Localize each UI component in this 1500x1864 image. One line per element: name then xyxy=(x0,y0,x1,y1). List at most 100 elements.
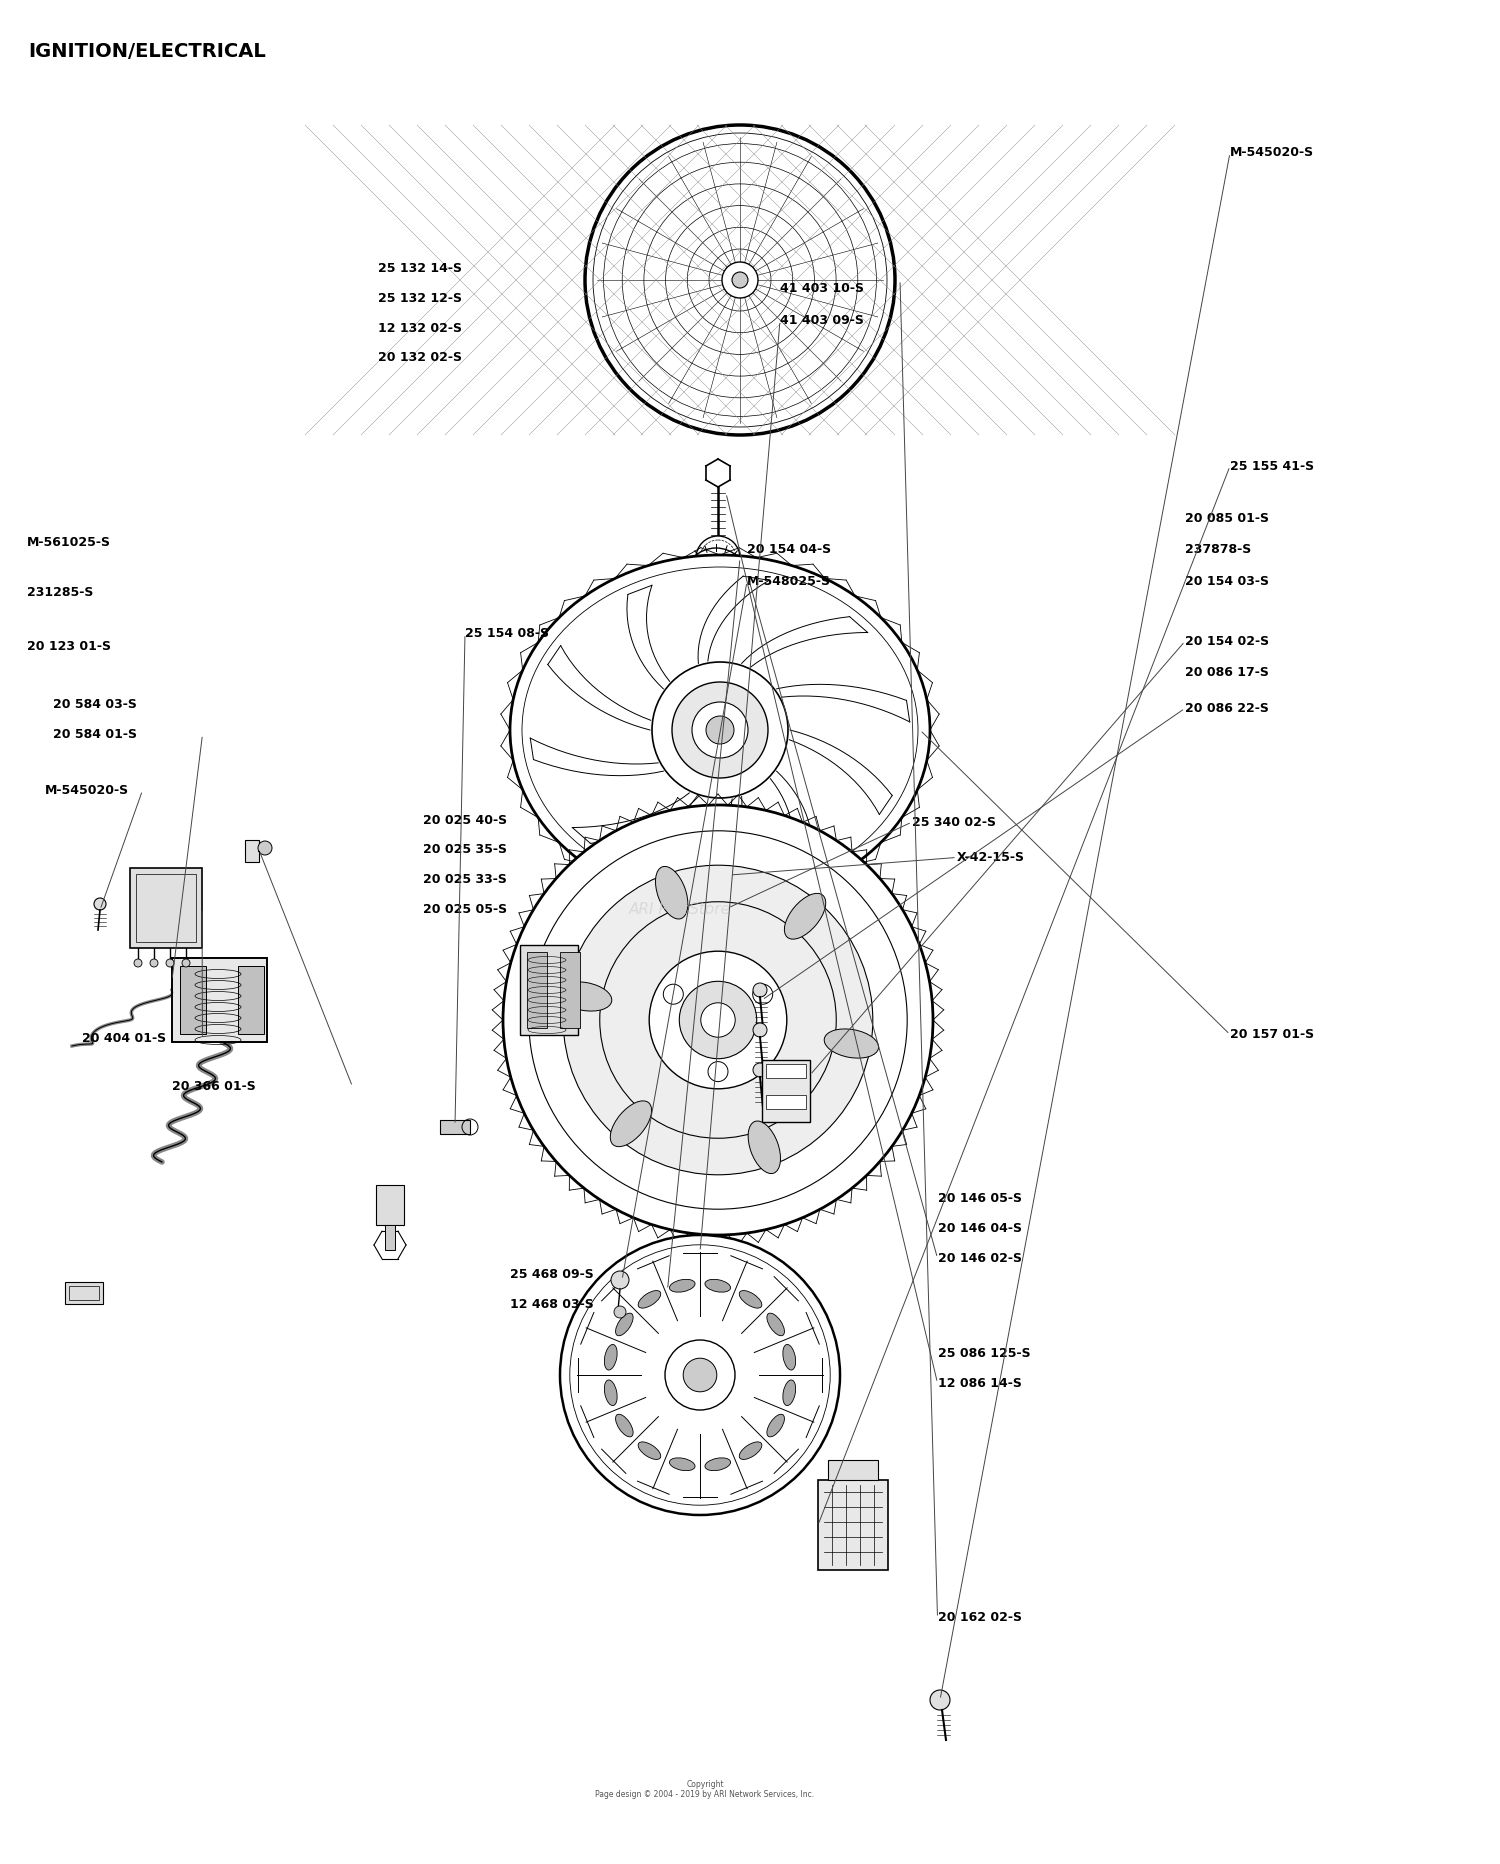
Ellipse shape xyxy=(615,1312,633,1336)
Text: 20 146 05-S: 20 146 05-S xyxy=(938,1193,1022,1204)
Bar xyxy=(172,958,267,1042)
Text: Copyright
Page design © 2004 - 2019 by ARI Network Services, Inc.: Copyright Page design © 2004 - 2019 by A… xyxy=(596,1780,814,1799)
Text: 20 162 02-S: 20 162 02-S xyxy=(938,1612,1022,1624)
Text: 20 025 05-S: 20 025 05-S xyxy=(423,904,507,915)
Circle shape xyxy=(503,805,933,1236)
Ellipse shape xyxy=(558,982,612,1010)
Bar xyxy=(526,953,548,1029)
Bar xyxy=(180,966,206,1035)
Circle shape xyxy=(702,567,730,595)
Circle shape xyxy=(258,841,272,856)
Bar xyxy=(130,869,203,949)
Text: 20 086 22-S: 20 086 22-S xyxy=(1185,703,1269,714)
Text: 20 584 01-S: 20 584 01-S xyxy=(53,729,136,740)
Bar xyxy=(766,1064,806,1077)
Text: 20 157 01-S: 20 157 01-S xyxy=(1230,1029,1314,1040)
Text: 25 132 12-S: 25 132 12-S xyxy=(378,293,462,304)
Text: 20 025 33-S: 20 025 33-S xyxy=(423,874,507,885)
Circle shape xyxy=(560,1236,840,1515)
Text: 231285-S: 231285-S xyxy=(27,587,93,598)
Text: 41 403 09-S: 41 403 09-S xyxy=(780,315,864,326)
Circle shape xyxy=(166,958,174,967)
Text: 20 085 01-S: 20 085 01-S xyxy=(1185,513,1269,524)
Ellipse shape xyxy=(766,1312,784,1336)
Bar xyxy=(69,1286,99,1299)
Circle shape xyxy=(692,703,748,759)
Ellipse shape xyxy=(656,867,688,919)
Bar xyxy=(136,874,196,941)
Text: 237878-S: 237878-S xyxy=(1185,544,1251,555)
Text: 12 086 14-S: 12 086 14-S xyxy=(938,1377,1022,1389)
Text: 12 468 03-S: 12 468 03-S xyxy=(510,1299,594,1310)
Text: 20 154 04-S: 20 154 04-S xyxy=(747,544,831,555)
Text: M-548025-S: M-548025-S xyxy=(747,576,831,587)
Ellipse shape xyxy=(638,1290,662,1309)
Bar xyxy=(828,1460,878,1480)
Circle shape xyxy=(182,958,190,967)
Bar xyxy=(520,945,578,1035)
Circle shape xyxy=(585,125,896,434)
Circle shape xyxy=(682,1359,717,1392)
Bar xyxy=(818,1480,888,1569)
Bar xyxy=(440,1120,470,1133)
Circle shape xyxy=(696,537,740,580)
Ellipse shape xyxy=(604,1344,616,1370)
Ellipse shape xyxy=(510,555,930,906)
Ellipse shape xyxy=(638,1443,662,1460)
Circle shape xyxy=(720,865,740,885)
Text: M-545020-S: M-545020-S xyxy=(1230,147,1314,158)
Ellipse shape xyxy=(615,1415,633,1437)
Circle shape xyxy=(753,1062,766,1077)
Circle shape xyxy=(710,550,726,567)
Text: 25 154 08-S: 25 154 08-S xyxy=(465,628,549,639)
Text: 25 132 14-S: 25 132 14-S xyxy=(378,263,462,274)
Ellipse shape xyxy=(705,1279,730,1292)
Circle shape xyxy=(663,984,684,1005)
Circle shape xyxy=(710,572,723,587)
Ellipse shape xyxy=(740,1290,762,1309)
Bar xyxy=(560,953,580,1029)
Circle shape xyxy=(134,958,142,967)
Circle shape xyxy=(722,263,758,298)
Text: X-42-15-S: X-42-15-S xyxy=(957,852,1024,863)
Text: 20 123 01-S: 20 123 01-S xyxy=(27,641,111,652)
Text: 20 086 17-S: 20 086 17-S xyxy=(1185,667,1269,678)
Circle shape xyxy=(672,682,768,777)
Text: 20 404 01-S: 20 404 01-S xyxy=(82,1033,166,1044)
Bar xyxy=(64,1282,104,1305)
Bar xyxy=(762,1061,810,1122)
Ellipse shape xyxy=(669,1458,694,1471)
Text: 12 132 02-S: 12 132 02-S xyxy=(378,322,462,334)
Circle shape xyxy=(610,1271,628,1290)
Circle shape xyxy=(724,870,735,880)
Bar xyxy=(766,1094,806,1109)
Text: 20 132 02-S: 20 132 02-S xyxy=(378,352,462,363)
Ellipse shape xyxy=(669,1279,694,1292)
Text: 25 468 09-S: 25 468 09-S xyxy=(510,1269,594,1281)
Text: 20 584 03-S: 20 584 03-S xyxy=(53,699,136,710)
Bar xyxy=(238,966,264,1035)
Circle shape xyxy=(732,272,748,289)
Text: ARI PartStore: ARI PartStore xyxy=(628,902,730,917)
Ellipse shape xyxy=(783,1344,795,1370)
Ellipse shape xyxy=(766,1415,784,1437)
Circle shape xyxy=(706,716,734,744)
Text: 20 154 02-S: 20 154 02-S xyxy=(1185,636,1269,647)
Circle shape xyxy=(930,1691,950,1709)
Text: IGNITION/ELECTRICAL: IGNITION/ELECTRICAL xyxy=(28,43,266,62)
Circle shape xyxy=(684,548,748,611)
Circle shape xyxy=(614,1307,626,1318)
Ellipse shape xyxy=(604,1379,616,1405)
Ellipse shape xyxy=(824,1029,879,1059)
Text: 20 025 40-S: 20 025 40-S xyxy=(423,815,507,826)
Circle shape xyxy=(753,1023,766,1036)
Circle shape xyxy=(94,898,106,910)
Circle shape xyxy=(150,958,158,967)
Ellipse shape xyxy=(784,893,825,939)
Ellipse shape xyxy=(748,1120,780,1174)
Circle shape xyxy=(708,1062,728,1081)
Text: 41 403 10-S: 41 403 10-S xyxy=(780,283,864,295)
Ellipse shape xyxy=(610,1102,651,1146)
Circle shape xyxy=(680,980,756,1059)
Ellipse shape xyxy=(705,1458,730,1471)
